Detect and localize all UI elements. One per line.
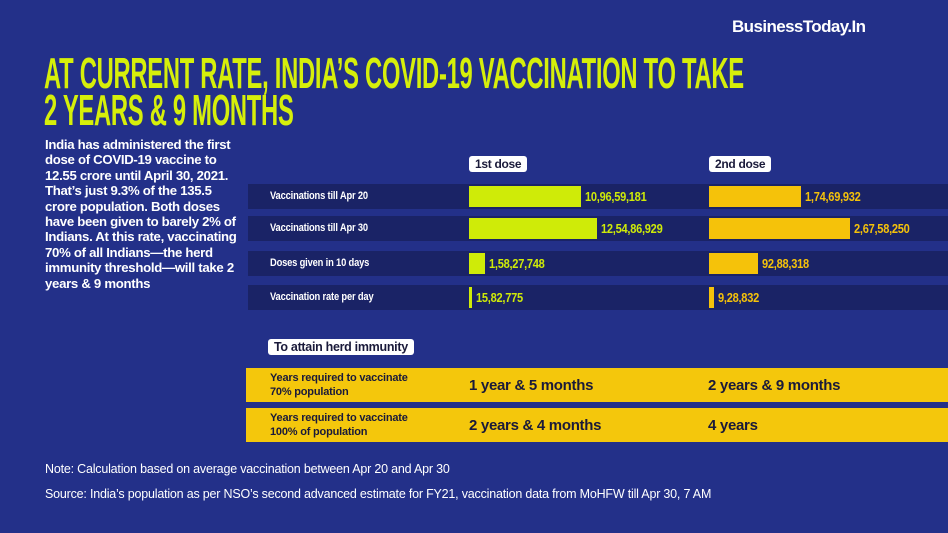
first-dose-bar: [469, 287, 472, 308]
first-dose-bar: [469, 218, 597, 239]
first-dose-bar: [469, 253, 486, 274]
herd-second: 4 years: [708, 417, 758, 434]
herd-label: 70% population: [270, 386, 349, 398]
second-dose-value: 1,74,69,932: [805, 189, 861, 204]
first-dose-value: 12,54,86,929: [601, 221, 663, 236]
second-dose-value: 2,67,58,250: [854, 221, 910, 236]
row-label: Vaccination rate per day: [270, 291, 374, 303]
first-dose-value: 10,96,59,181: [584, 189, 647, 204]
first-dose-value: 15,82,775: [476, 290, 523, 305]
second-dose-value: 9,28,832: [717, 290, 759, 305]
herd-row-100: Years required to vaccinate 100% of popul…: [246, 408, 948, 442]
brand-logo: BusinessToday.In: [732, 17, 866, 36]
herd-label: 100% of population: [270, 426, 368, 438]
row-label: Doses given in 10 days: [270, 257, 370, 269]
second-dose-bar: [709, 287, 714, 308]
second-dose-header: 2nd dose: [709, 156, 772, 172]
herd-row-70: Years required to vaccinate 70% populatio…: [246, 368, 948, 402]
chart-row: Vaccinations till Apr 30 12,54,86,929 2,…: [248, 216, 948, 241]
intro-text: India has administered the first dose of…: [45, 137, 237, 291]
chart-row: Vaccinations till Apr 20 10,96,59,181 1,…: [248, 184, 948, 209]
second-dose-bar: [709, 186, 802, 207]
chart-row: Vaccination rate per day 15,82,775 9,28,…: [248, 285, 948, 310]
second-dose-bar: [709, 218, 850, 239]
row-label: Vaccinations till Apr 30: [270, 222, 368, 234]
chart-row: Doses given in 10 days 1,58,27,748 92,88…: [248, 251, 948, 276]
title-line-2: 2 YEARS & 9 MONTHS: [44, 86, 294, 135]
second-dose-bar: [709, 253, 758, 274]
title-line-1: AT CURRENT RATE, INDIA’S COVID-19 VACCIN…: [44, 49, 744, 98]
row-label: Vaccinations till Apr 20: [270, 190, 368, 202]
note: Note: Calculation based on average vacci…: [45, 462, 450, 476]
herd-header: To attain herd immunity: [268, 339, 414, 355]
first-dose-value: 1,58,27,748: [489, 256, 545, 271]
first-dose-header: 1st dose: [469, 156, 528, 172]
source: Source: India’s population as per NSO’s …: [45, 487, 712, 501]
herd-second: 2 years & 9 months: [708, 377, 841, 394]
herd-label: Years required to vaccinate: [270, 412, 408, 424]
herd-first: 1 year & 5 months: [469, 377, 594, 394]
herd-first: 2 years & 4 months: [469, 417, 602, 434]
first-dose-bar: [469, 186, 581, 207]
herd-label: Years required to vaccinate: [270, 372, 408, 384]
second-dose-value: 92,88,318: [761, 256, 809, 271]
